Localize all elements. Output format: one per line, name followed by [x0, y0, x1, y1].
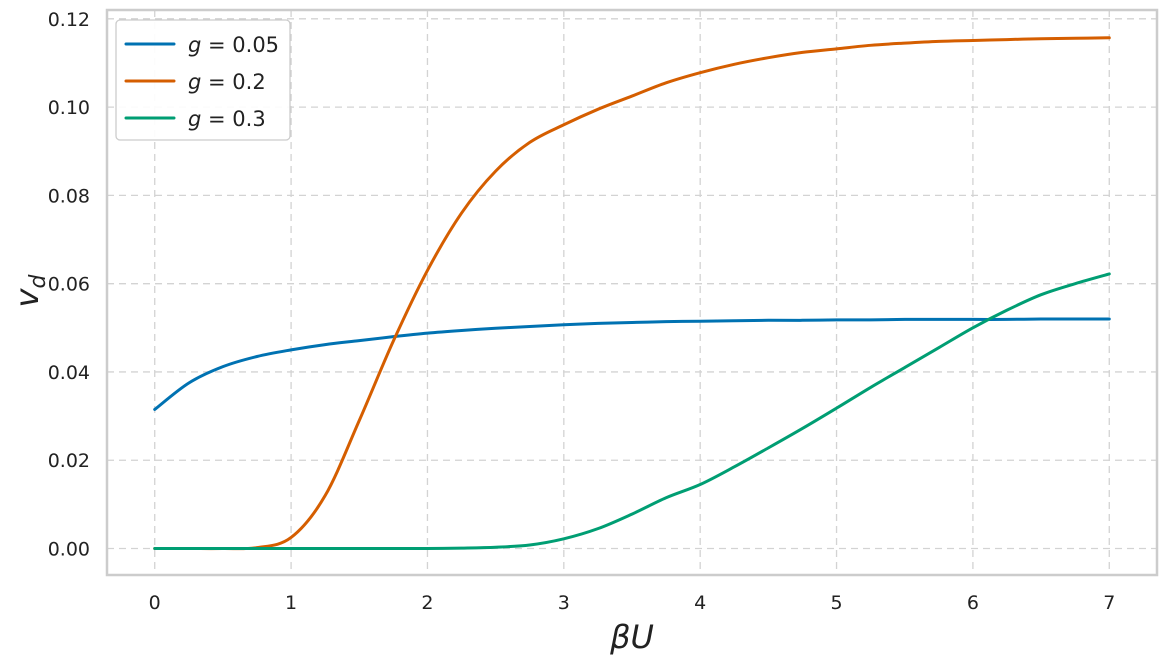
series-line-2: [153, 36, 1111, 551]
legend-value: = 0.05: [201, 33, 279, 57]
legend-box: [115, 19, 291, 141]
y-axis-label-main: v: [8, 287, 46, 307]
x-tick-label: 0: [149, 592, 161, 614]
x-tick-label: 7: [1103, 592, 1115, 614]
x-tick-label: 6: [967, 592, 979, 614]
legend-value: = 0.3: [201, 107, 265, 131]
y-tick-label: 0.08: [48, 185, 90, 207]
y-axis-label: vd: [8, 274, 51, 308]
legend-variable: g: [188, 70, 201, 94]
legend-variable: g: [188, 107, 201, 131]
series-line-1: [153, 317, 1111, 411]
series-line-3: [153, 272, 1111, 551]
x-tick-label: 2: [421, 592, 433, 614]
x-tick-label: 5: [830, 592, 842, 614]
legend-label-3: g = 0.3: [188, 107, 266, 131]
plot-frame: [105, 8, 1159, 577]
y-tick-label: 0.12: [48, 9, 90, 31]
x-axis-label: βU: [609, 618, 654, 656]
legend-variable: g: [188, 33, 201, 57]
y-tick-label: 0.02: [48, 450, 90, 472]
legend-label-1: g = 0.05: [188, 33, 279, 57]
y-axis-label-subscript: d: [26, 274, 51, 289]
y-axis-ticks: 0.00 0.02 0.04 0.06 0.08 0.10 0.12: [48, 9, 90, 561]
legend: g = 0.05g = 0.2g = 0.3: [115, 19, 291, 141]
y-tick-label: 0.10: [48, 97, 90, 119]
legend-value: = 0.2: [201, 70, 265, 94]
x-tick-label: 4: [694, 592, 706, 614]
x-tick-label: 1: [285, 592, 297, 614]
y-tick-label: 0.06: [48, 274, 90, 296]
y-tick-label: 0.00: [48, 539, 90, 561]
x-axis-ticks: 0 1 2 3 4 5 6 7: [149, 592, 1116, 614]
y-tick-label: 0.04: [48, 362, 90, 384]
legend-label-2: g = 0.2: [188, 70, 266, 94]
series-group: [153, 36, 1111, 551]
x-tick-label: 3: [558, 592, 570, 614]
